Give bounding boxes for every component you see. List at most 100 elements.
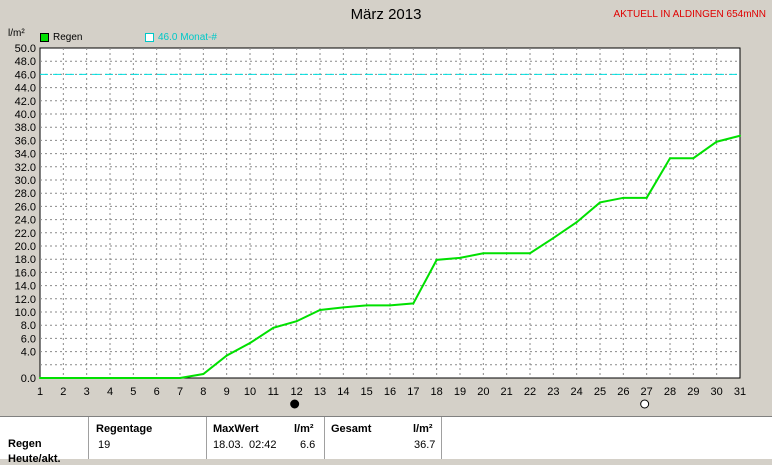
data-point xyxy=(225,354,228,357)
y-tick-label: 40.0 xyxy=(15,109,36,121)
y-tick-label: 4.0 xyxy=(21,347,36,359)
y-tick-label: 30.0 xyxy=(15,175,36,187)
x-tick-label: 3 xyxy=(84,386,90,398)
maxwert-header: MaxWert xyxy=(213,423,259,435)
x-tick-label: 4 xyxy=(107,386,113,398)
y-tick-label: 16.0 xyxy=(15,267,36,279)
y-tick-label: 28.0 xyxy=(15,188,36,200)
legend-label-reference: 46.0 Monat-# xyxy=(158,32,217,43)
data-point xyxy=(155,377,158,379)
x-tick-label: 16 xyxy=(384,386,396,398)
x-tick-label: 17 xyxy=(407,386,419,398)
y-tick-label: 18.0 xyxy=(15,254,36,266)
legend-item-reference: 46.0 Monat-# xyxy=(145,32,217,43)
x-tick-label: 2 xyxy=(60,386,66,398)
data-point xyxy=(295,320,298,323)
data-point xyxy=(342,306,345,309)
y-tick-label: 24.0 xyxy=(15,215,36,227)
station-label: AKTUELL IN ALDINGEN 654mNN xyxy=(613,9,766,20)
y-tick-label: 14.0 xyxy=(15,281,36,293)
chart-title: März 2013 xyxy=(350,6,422,23)
x-tick-label: 10 xyxy=(244,386,256,398)
x-tick-label: 24 xyxy=(571,386,583,398)
x-tick-label: 30 xyxy=(711,386,723,398)
data-point xyxy=(85,377,88,379)
y-tick-label: 32.0 xyxy=(15,162,36,174)
x-tick-label: 18 xyxy=(431,386,443,398)
y-tick-label: 34.0 xyxy=(15,149,36,161)
legend-swatch-regen xyxy=(40,33,49,42)
x-tick-label: 5 xyxy=(130,386,136,398)
x-tick-label: 13 xyxy=(314,386,326,398)
y-tick-label: 8.0 xyxy=(21,320,36,332)
data-point xyxy=(435,258,438,261)
gesamt-unit: l/m² xyxy=(413,423,433,435)
gesamt-header: Gesamt xyxy=(331,423,372,435)
x-tick-label: 12 xyxy=(291,386,303,398)
y-axis-label: l/m² xyxy=(8,28,25,39)
y-tick-label: 44.0 xyxy=(15,83,36,95)
x-tick-label: 31 xyxy=(734,386,746,398)
maxwert-unit: l/m² xyxy=(294,423,314,435)
data-point xyxy=(459,256,461,259)
legend-label-regen: Regen xyxy=(53,32,83,43)
legend-swatch-reference xyxy=(145,33,154,42)
data-point xyxy=(529,252,531,255)
x-tick-label: 20 xyxy=(477,386,489,398)
y-tick-label: 46.0 xyxy=(15,69,36,81)
x-tick-label: 25 xyxy=(594,386,606,398)
regentage-header: Regentage xyxy=(96,423,153,435)
gesamt-value: 36.7 xyxy=(414,439,436,451)
y-tick-label: 26.0 xyxy=(15,201,36,213)
data-point xyxy=(109,377,111,379)
y-tick-label: 6.0 xyxy=(21,333,36,345)
x-tick-label: 21 xyxy=(501,386,513,398)
x-tick-label: 26 xyxy=(617,386,629,398)
data-point xyxy=(669,157,671,160)
y-tick-label: 20.0 xyxy=(15,241,36,253)
data-point xyxy=(645,196,648,199)
data-point xyxy=(179,377,181,379)
y-tick-label: 36.0 xyxy=(15,135,36,147)
y-tick-label: 22.0 xyxy=(15,228,36,240)
x-tick-label: 28 xyxy=(664,386,676,398)
x-tick-label: 9 xyxy=(224,386,230,398)
x-tick-label: 8 xyxy=(200,386,206,398)
data-point xyxy=(482,252,485,255)
maxwert-date: 18.03. xyxy=(213,439,244,451)
data-point xyxy=(202,373,205,376)
data-point xyxy=(715,140,718,143)
data-point xyxy=(692,157,695,160)
data-point xyxy=(272,326,275,329)
data-point xyxy=(575,221,578,224)
data-point xyxy=(319,309,321,312)
x-tick-label: 15 xyxy=(361,386,373,398)
maxwert-time: 02:42 xyxy=(249,439,277,451)
summary-table: Regen Heute/akt. Regentage 19 MaxWert l/… xyxy=(0,416,772,465)
row-label-regen: Regen xyxy=(8,438,42,450)
data-point xyxy=(552,237,555,240)
y-tick-label: 38.0 xyxy=(15,122,36,134)
y-tick-label: 50.0 xyxy=(15,43,36,55)
data-point xyxy=(622,196,625,199)
x-tick-label: 27 xyxy=(641,386,653,398)
x-tick-label: 1 xyxy=(37,386,43,398)
maxwert-value: 6.6 xyxy=(300,439,316,451)
row-label-next: Heute/akt. xyxy=(8,453,61,465)
full-moon-icon xyxy=(290,399,300,409)
regentage-value: 19 xyxy=(98,439,111,451)
y-tick-label: 0.0 xyxy=(21,373,36,385)
data-point xyxy=(739,134,741,137)
data-point xyxy=(599,201,601,204)
data-point xyxy=(249,342,251,345)
data-point xyxy=(412,302,415,305)
x-tick-label: 22 xyxy=(524,386,536,398)
data-point xyxy=(389,304,391,307)
data-point xyxy=(505,252,508,255)
x-tick-label: 7 xyxy=(177,386,183,398)
y-tick-label: 48.0 xyxy=(15,56,36,68)
y-tick-label: 42.0 xyxy=(15,96,36,108)
y-tick-label: 10.0 xyxy=(15,307,36,319)
data-point xyxy=(39,377,41,379)
x-tick-label: 11 xyxy=(268,386,279,398)
